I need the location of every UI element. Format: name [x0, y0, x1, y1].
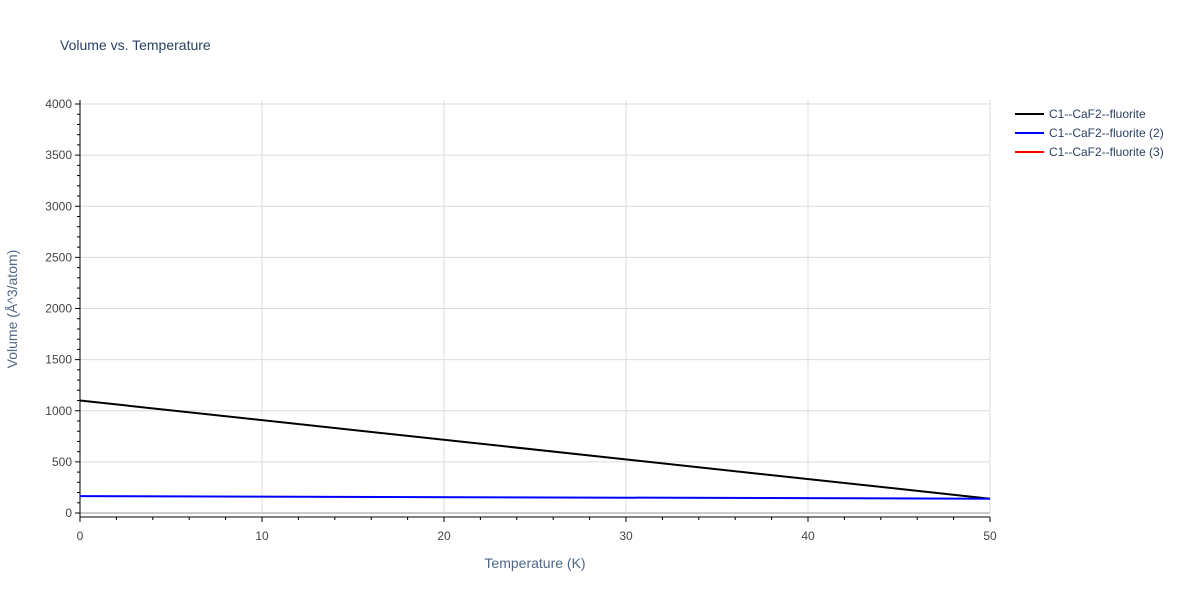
legend[interactable]: C1--CaF2--fluorite C1--CaF2--fluorite (2)…	[1015, 107, 1164, 159]
grid-lines	[80, 100, 991, 513]
y-tick-label: 3000	[45, 199, 72, 213]
y-tick-label: 500	[52, 455, 72, 469]
legend-item-1[interactable]: C1--CaF2--fluorite	[1015, 107, 1146, 121]
chart-title: Volume vs. Temperature	[60, 37, 211, 53]
legend-item-2[interactable]: C1--CaF2--fluorite (2)	[1015, 126, 1164, 140]
y-tick-label: 2000	[45, 302, 72, 316]
y-tick-label: 3500	[45, 148, 72, 162]
legend-label: C1--CaF2--fluorite (3)	[1049, 145, 1164, 159]
axes: 0 10 20 30 40 5005001000150020002500300035004…	[45, 97, 997, 543]
x-tick-label: 20	[437, 529, 451, 543]
y-tick-label: 0	[65, 506, 72, 520]
y-tick-label: 1000	[45, 404, 72, 418]
y-axis-title: Volume (Å^3/atom)	[4, 250, 20, 369]
legend-label: C1--CaF2--fluorite (2)	[1049, 126, 1164, 140]
x-tick-label: 50	[983, 529, 997, 543]
plot-area	[79, 399, 991, 500]
series-line-1	[79, 399, 991, 500]
x-tick-label: 10	[255, 529, 269, 543]
y-tick-label: 1500	[45, 353, 72, 367]
series-line-2	[79, 495, 991, 500]
legend-label: C1--CaF2--fluorite	[1049, 107, 1146, 121]
y-tick-label: 2500	[45, 250, 72, 264]
y-tick-label: 4000	[45, 97, 72, 111]
x-tick-label: 40	[801, 529, 815, 543]
x-axis-title: Temperature (K)	[484, 555, 585, 571]
x-tick-label: 30	[619, 529, 633, 543]
legend-item-3[interactable]: C1--CaF2--fluorite (3)	[1015, 145, 1164, 159]
x-tick-label: 0	[77, 529, 84, 543]
